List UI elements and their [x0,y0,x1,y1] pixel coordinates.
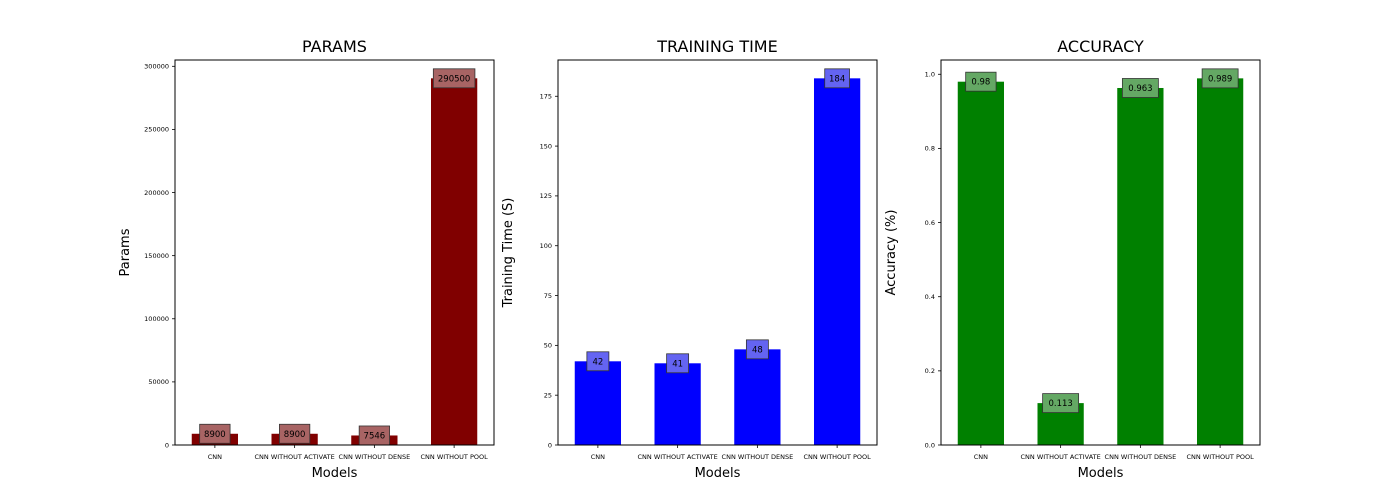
training-time-axes-frame [557,59,878,446]
training-time-y-tick-label: 175 [540,93,552,101]
accuracy-data-label: 0.98 [971,78,990,88]
training-time-y-tick-label: 150 [540,142,552,150]
params-y-tick-label: 0 [165,441,169,449]
accuracy-y-tick-label: 0.4 [925,293,935,301]
params-x-tick-label: CNN WITHOUT ACTIVATE [254,453,334,461]
training-time-title: TRAINING TIME [656,37,777,56]
params-y-axis-label: Params [118,228,133,276]
accuracy-x-tick-label: CNN [974,453,988,461]
accuracy-bar [957,81,1005,445]
accuracy-data-label-box [1042,393,1080,414]
accuracy-y-tick-label: 0.0 [925,441,935,449]
training-time-y-tick-label: 125 [540,192,552,200]
accuracy-y-tick-label: 0.6 [925,219,935,227]
accuracy-bar [1196,78,1244,446]
training-time-x-tick-label: CNN WITHOUT ACTIVATE [637,453,717,461]
params-data-label: 8900 [204,430,226,440]
params-data-label: 7546 [364,431,386,441]
params-data-label-box [279,423,311,444]
params-y-tick-label: 100000 [144,315,169,323]
training-time-y-tick-label: 50 [544,342,552,350]
training-time-chart: TRAINING TIME 42 CNN 41 CNN WITHOUT ACTIVATE… [501,37,878,481]
training-time-y-axis-label: Training Time (S) [501,198,516,309]
training-time-x-tick-label: CNN WITHOUT POOL [804,453,872,461]
training-time-y-tick-label: 25 [544,391,552,399]
params-x-tick-label: CNN [208,453,222,461]
params-title: PARAMS [302,37,367,56]
params-data-label-box [432,68,476,89]
accuracy-title: ACCURACY [1057,37,1144,56]
training-time-data-label-box [745,339,769,360]
training-time-bar [654,363,701,445]
params-data-label: 290500 [438,74,470,84]
params-bar [430,78,478,445]
training-time-bar [574,361,622,445]
accuracy-y-axis-label: Accuracy (%) [884,210,899,296]
accuracy-data-label-box [1201,68,1239,89]
accuracy-x-tick-label: CNN WITHOUT DENSE [1105,453,1177,461]
accuracy-y-tick-label: 1.0 [925,71,935,79]
training-time-data-label: 42 [592,357,603,367]
accuracy-y-tick-label: 0.8 [925,145,935,153]
accuracy-x-axis-label: Models [1078,466,1124,481]
params-data-label: 8900 [284,430,306,440]
params-x-tick-label: CNN WITHOUT DENSE [339,453,411,461]
accuracy-x-tick-label: CNN WITHOUT ACTIVATE [1020,453,1100,461]
training-time-bar [813,78,861,445]
accuracy-axes-frame [940,59,1261,446]
training-time-data-label-box [586,351,610,372]
params-y-tick-label: 300000 [144,63,169,71]
training-time-data-label-box [824,68,850,89]
params-y-tick-label: 150000 [144,252,169,260]
accuracy-data-label: 0.963 [1128,84,1152,94]
training-time-y-tick-label: 75 [544,292,552,300]
accuracy-chart: ACCURACY 0.98 CNN 0.113 CNN WITHOUT ACTIVATE… [884,37,1261,481]
params-x-tick-label: CNN WITHOUT POOL [421,453,489,461]
training-time-y-tick-label: 100 [540,242,552,250]
params-y-tick-label: 50000 [148,378,169,386]
params-chart: PARAMS 8900 CNN 8900 CNN WITHOUT ACTIVATE 754… [118,37,495,481]
params-x-axis-label: Models [312,466,358,481]
training-time-x-tick-label: CNN [591,453,605,461]
training-time-bar [734,349,781,445]
accuracy-data-label-box [965,71,997,92]
training-time-x-axis-label: Models [695,466,741,481]
params-y-tick-label: 200000 [144,189,169,197]
training-time-data-label: 48 [752,345,763,355]
accuracy-bar [1117,87,1164,445]
params-y-tick-label: 250000 [144,126,169,134]
params-data-label-box [199,423,231,444]
accuracy-y-tick-label: 0.2 [925,367,935,375]
training-time-data-label-box [666,353,690,374]
accuracy-x-tick-label: CNN WITHOUT POOL [1187,453,1255,461]
training-time-data-label: 184 [829,74,845,84]
accuracy-data-label: 0.989 [1208,74,1232,84]
training-time-data-label: 41 [672,359,683,369]
params-axes-frame [174,59,495,446]
accuracy-data-label-box [1121,78,1159,98]
training-time-y-tick-label: 0 [548,441,552,449]
accuracy-data-label: 0.113 [1048,399,1072,409]
training-time-x-tick-label: CNN WITHOUT DENSE [722,453,794,461]
